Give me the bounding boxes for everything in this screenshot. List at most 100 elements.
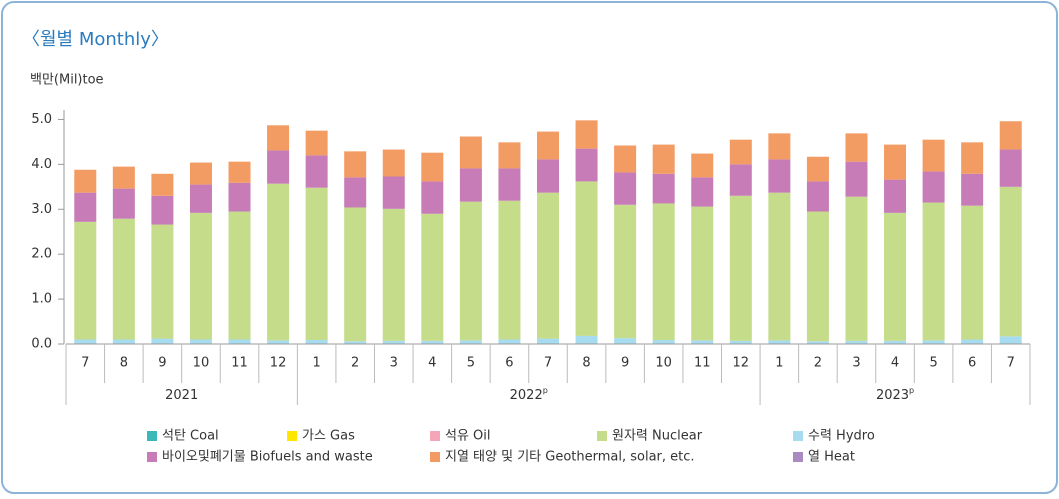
bar-segment [267,183,290,341]
x-tick-label: 7 [81,356,89,371]
bar-segment [459,168,482,202]
bar-segment [498,168,521,201]
bar-segment [884,340,907,344]
bar-segment [575,335,598,344]
legend-label: 수력 Hydro [808,429,875,444]
x-tick-label: 3 [390,356,398,371]
y-axis-label: 백만(Mil)toe [30,73,104,88]
bar-segment [74,221,97,340]
chart-title: 〈월별 Monthly〉 [22,29,169,50]
x-tick-label: 8 [582,356,590,371]
bar-segment [537,159,559,193]
x-tick-label: 2 [814,356,822,371]
bar-segment [729,340,752,344]
legend-swatch [287,431,297,441]
bar-segment [189,212,212,340]
bar-segment [806,156,829,182]
bar-segment [614,338,637,344]
bar-segment [112,339,135,344]
group-label-text: 2023 [876,388,909,403]
bar-segment [652,203,675,340]
bar-segment [421,340,444,344]
bar-segment [768,192,791,341]
bar-segment [729,139,752,165]
x-tick-label: 12 [270,356,287,371]
bar-segment [112,188,135,219]
x-tick-label: 10 [655,356,672,371]
bar-segment [691,340,714,344]
bar-segment [228,161,251,183]
x-tick-label: 4 [428,356,436,371]
x-tick-label: 8 [120,356,128,371]
bar-segment [382,176,405,209]
bar-segment [228,182,251,212]
group-label-text: 2021 [165,388,198,403]
bar-segment [884,179,907,213]
legend-label: 지열 태양 및 기타 Geothermal, solar, etc. [445,450,695,465]
y-tick-label: 1.0 [31,292,52,307]
bar-segment [305,130,328,156]
bar-segment [344,341,367,344]
bar-segment [189,339,212,344]
bar-segment [922,340,945,344]
bar-segment [421,181,444,214]
bar-segment [691,153,714,178]
y-tick-label: 4.0 [31,157,52,172]
x-tick-label: 9 [621,356,629,371]
bar-segment [614,204,637,339]
bar-segment [768,159,791,193]
bar-segment [421,152,444,182]
bar-segment [768,340,791,344]
legend-swatch [430,431,440,441]
bar-segment [459,340,482,344]
group-label: 2023p [876,386,914,403]
bar-segment [498,142,521,169]
x-tick-label: 2 [351,356,359,371]
bar-segment [961,142,984,174]
bar-segment [267,125,290,151]
bar-segment [729,195,752,341]
bar-segment [74,339,97,344]
y-tick-label: 0.0 [31,337,52,352]
legend-label: 석유 Oil [445,429,491,444]
bar-segment [267,150,290,184]
bar-segment [575,120,598,149]
bar-segment [151,338,174,344]
bar-segment [729,164,752,196]
x-tick-label: 1 [312,356,320,371]
bar-segment [305,187,328,340]
x-tick-label: 11 [694,356,711,371]
bar-segment [382,340,405,344]
bar-segment [305,155,328,188]
bar-segment [498,339,521,344]
bar-segment [537,192,559,339]
bar-segment [74,169,97,193]
bar-segment [575,148,598,182]
bar-segment [691,206,714,341]
x-tick-label: 5 [929,356,937,371]
bar-segment [652,173,675,204]
legend-swatch [597,431,607,441]
x-tick-label: 3 [852,356,860,371]
legend-swatch [793,452,803,462]
y-tick-label: 5.0 [31,112,52,127]
group-label-text: 2022 [510,388,543,403]
x-tick-label: 12 [733,356,750,371]
bar-segment [344,207,367,342]
bar-segment [845,133,868,162]
group-label-sup: p [543,386,548,395]
y-tick-label: 3.0 [31,202,52,217]
bar-segment [999,186,1022,337]
bar-segment [344,177,367,208]
x-tick-label: 1 [775,356,783,371]
x-tick-label: 4 [891,356,899,371]
legend-swatch [430,452,440,462]
bar-segment [845,340,868,344]
bar-segment [691,177,714,207]
bar-segment [537,338,559,344]
bar-segment [922,171,945,203]
legend-label: 석탄 Coal [162,429,219,444]
bar-segment [806,211,829,342]
bar-segment [382,208,405,341]
